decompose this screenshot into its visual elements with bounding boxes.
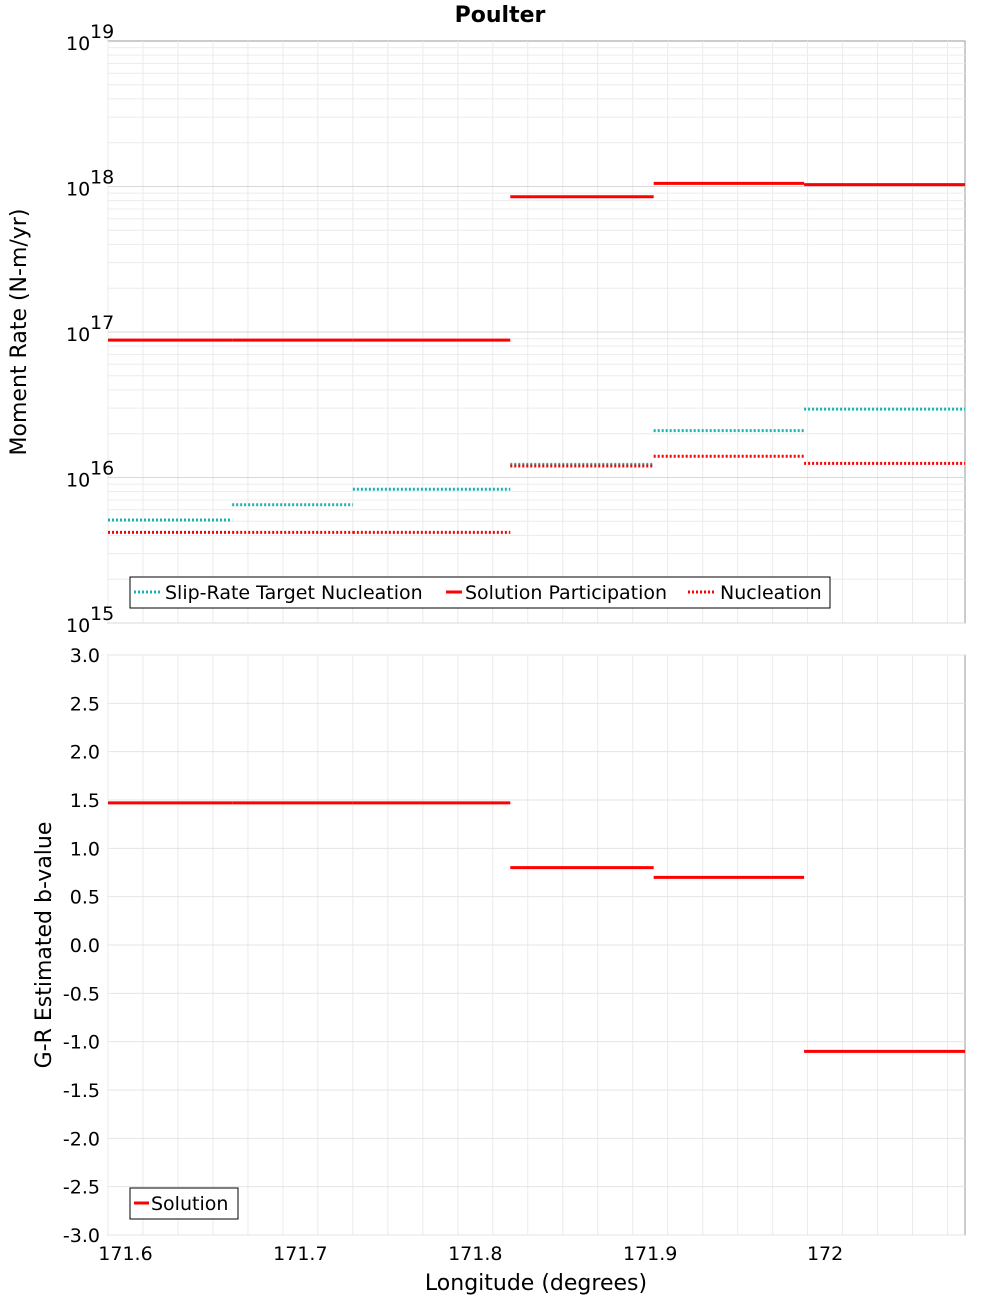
bottom-y-axis-title: G-R Estimated b-value (32, 822, 57, 1069)
top-series (108, 181, 965, 534)
legend-label-nucleation: Nucleation (720, 582, 822, 604)
bottom-y-tick-label: 1.0 (70, 838, 100, 860)
bottom-y-tick-label: 2.0 (70, 742, 100, 764)
x-tick-label: 172 (807, 1243, 843, 1265)
x-tick-label: 171.6 (98, 1243, 152, 1265)
bottom-y-tick-label: -0.5 (63, 983, 100, 1005)
top-y-tick-label: 10 (66, 33, 90, 55)
bottom-y-tick-label: 3.0 (70, 645, 100, 667)
bottom-legend: Solution (129, 1187, 239, 1220)
x-tick-label: 171.7 (273, 1243, 327, 1265)
top-y-tick-label: 10 (66, 470, 90, 492)
bottom-y-tick-label: -3.0 (63, 1225, 100, 1247)
bottom-series (108, 801, 965, 1053)
top-legend: Slip-Rate Target Nucleation Solution Par… (129, 576, 831, 609)
bottom-y-tick-label: -1.0 (63, 1032, 100, 1054)
legend-label-solution: Solution (151, 1193, 228, 1215)
chart-title: Poulter (455, 3, 546, 28)
top-y-tick-exponent: 17 (90, 312, 114, 334)
bottom-grid (107, 654, 965, 1236)
bottom-y-tick-label: -2.5 (63, 1177, 100, 1199)
bottom-y-tick-label: -1.5 (63, 1080, 100, 1102)
bottom-y-tick-label: 0.0 (70, 935, 100, 957)
bottom-y-tick-label: 1.5 (70, 790, 100, 812)
top-y-tick-exponent: 18 (90, 167, 114, 189)
bottom-y-tick-label: 0.5 (70, 887, 100, 909)
top-y-tick-exponent: 19 (90, 21, 114, 43)
bottom-x-ticks: 171.6 171.7 171.8 171.9 172 (98, 1243, 843, 1265)
legend-label-slip-rate-target: Slip-Rate Target Nucleation (165, 582, 423, 604)
x-tick-label: 171.8 (448, 1243, 502, 1265)
bottom-y-tick-label: -2.0 (63, 1128, 100, 1150)
top-y-tick-exponent: 16 (90, 458, 114, 480)
legend-label-solution-participation: Solution Participation (465, 582, 667, 604)
top-y-tick-label: 10 (66, 324, 90, 346)
x-axis-title: Longitude (degrees) (425, 1271, 647, 1296)
top-y-tick-exponent: 15 (90, 603, 114, 625)
bottom-y-ticks: 3.0 2.5 2.0 1.5 1.0 0.5 0.0 -0.5 -1.0 -1.5 -2.0 -2.… (63, 645, 100, 1247)
top-y-axis-title: Moment Rate (N-m/yr) (7, 209, 32, 456)
x-tick-label: 171.9 (623, 1243, 677, 1265)
top-grid (107, 41, 965, 624)
bottom-panel: 3.0 2.5 2.0 1.5 1.0 0.5 0.0 -0.5 -1.0 -1.5 -2.0 -2.… (32, 645, 966, 1296)
top-y-tick-label: 10 (66, 615, 90, 637)
top-y-tick-label: 10 (66, 179, 90, 201)
bottom-y-tick-label: 2.5 (70, 693, 100, 715)
